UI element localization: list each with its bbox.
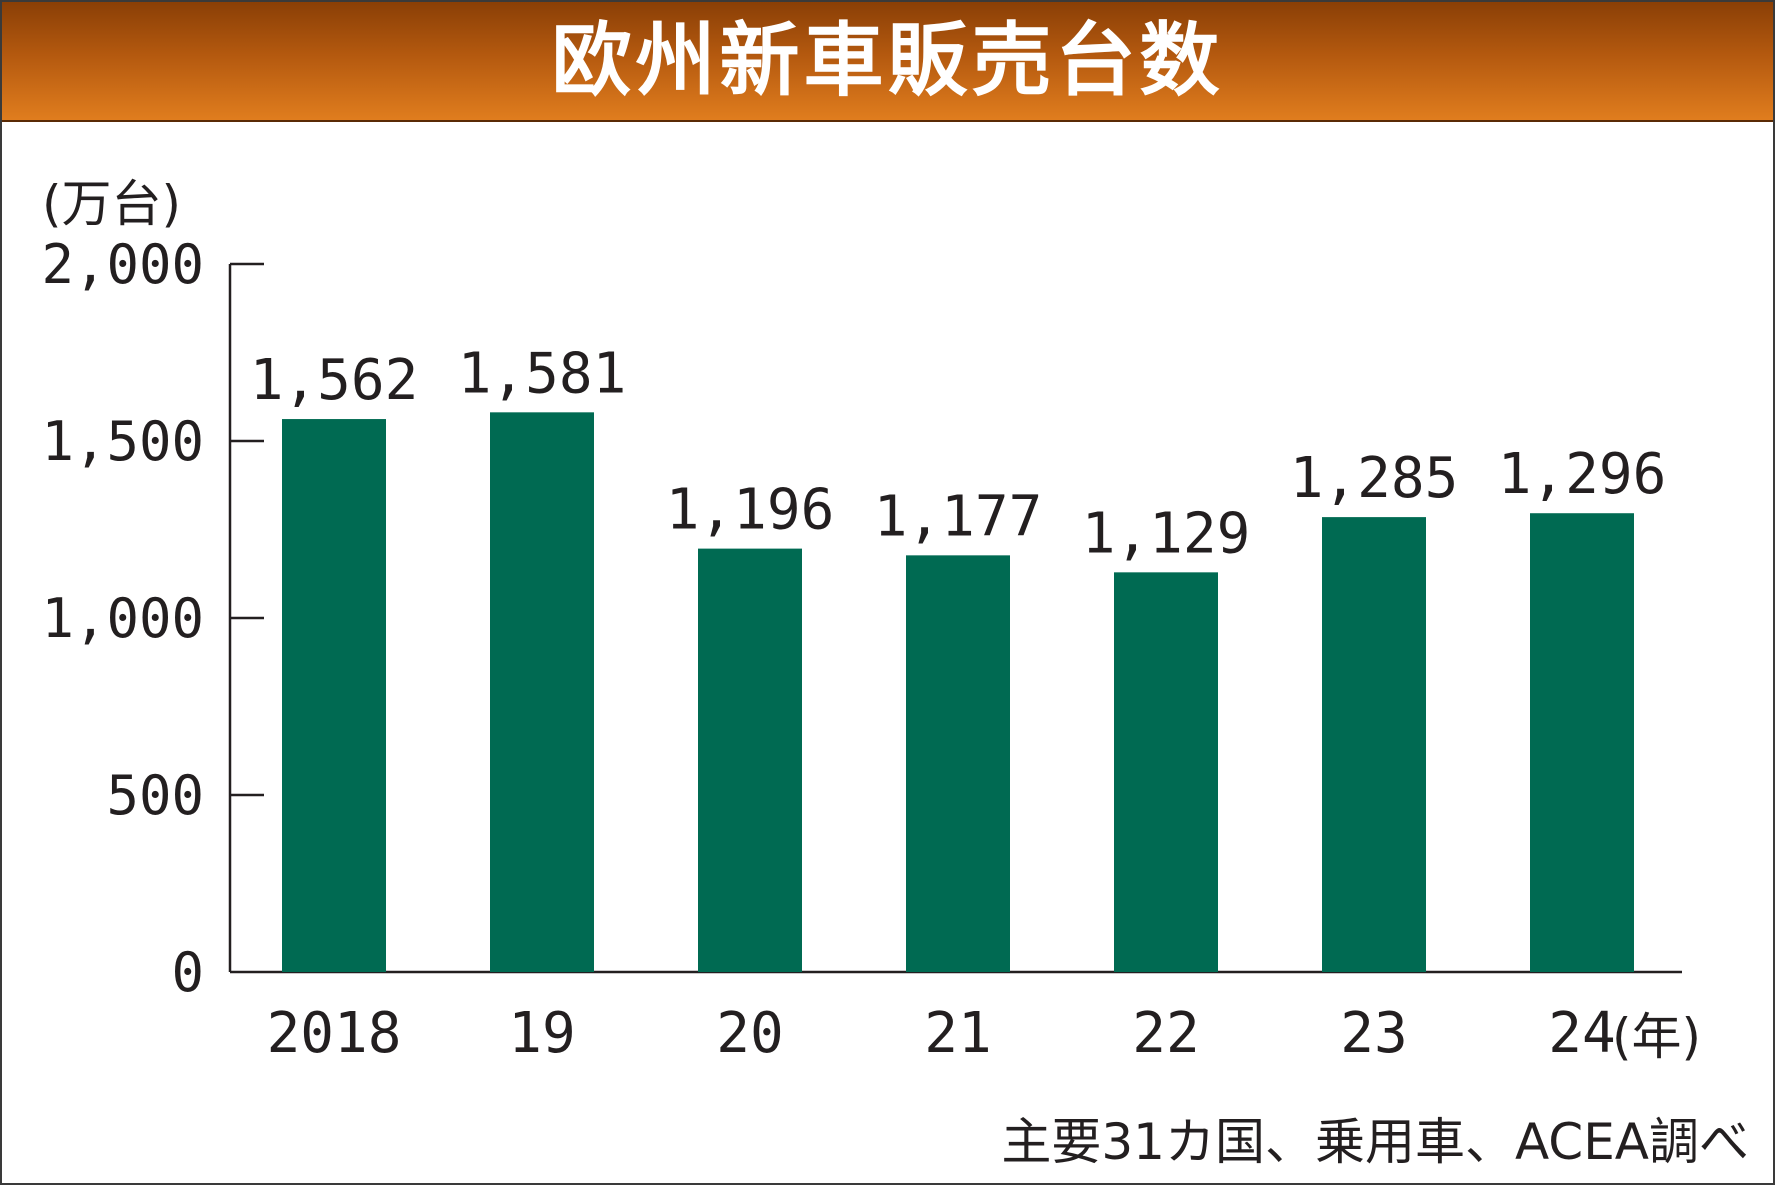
bar-value-label: 1,562 [250,348,419,413]
bar [1530,513,1634,972]
x-axis-labels: 2018 19 20 21 22 23 24 [267,1001,1616,1066]
x-tick-label: 24 [1548,1001,1615,1066]
bar-value-label: 1,196 [666,478,835,543]
x-tick-label: 22 [1132,1001,1199,1066]
bar [906,555,1010,972]
bars [282,412,1634,972]
y-axis-unit: (万台) [42,175,182,233]
y-tick-label: 500 [106,764,204,827]
x-tick-label: 21 [924,1001,991,1066]
chart-title: 欧州新車販売台数 [551,14,1224,107]
bar-value-label: 1,581 [458,341,627,406]
x-tick-label: 20 [716,1001,783,1066]
value-labels: 1,562 1,581 1,196 1,177 1,129 1,285 1,296 [250,341,1667,566]
bar-value-label: 1,285 [1290,446,1459,511]
bar [490,412,594,972]
bar-value-label: 1,129 [1082,501,1251,566]
bar-value-label: 1,177 [874,484,1043,549]
bar [282,419,386,972]
y-axis: 0 500 1,000 1,500 2,000 [41,233,1682,1004]
y-tick-label: 2,000 [41,233,204,296]
y-tick-label: 1,500 [41,410,204,473]
bar [698,548,802,972]
title-bar [2,2,1773,122]
bar [1114,572,1218,972]
x-tick-label: 2018 [267,1001,402,1066]
source-note: 主要31カ国、乗用車、ACEA調べ [1001,1113,1749,1171]
x-tick-label: 23 [1340,1001,1407,1066]
x-axis-unit: (年) [1612,1008,1702,1066]
bar-value-label: 1,296 [1498,442,1667,507]
bar [1322,517,1426,972]
y-tick-label: 1,000 [41,587,204,650]
x-tick-label: 19 [508,1001,575,1066]
y-tick-label: 0 [171,941,204,1004]
